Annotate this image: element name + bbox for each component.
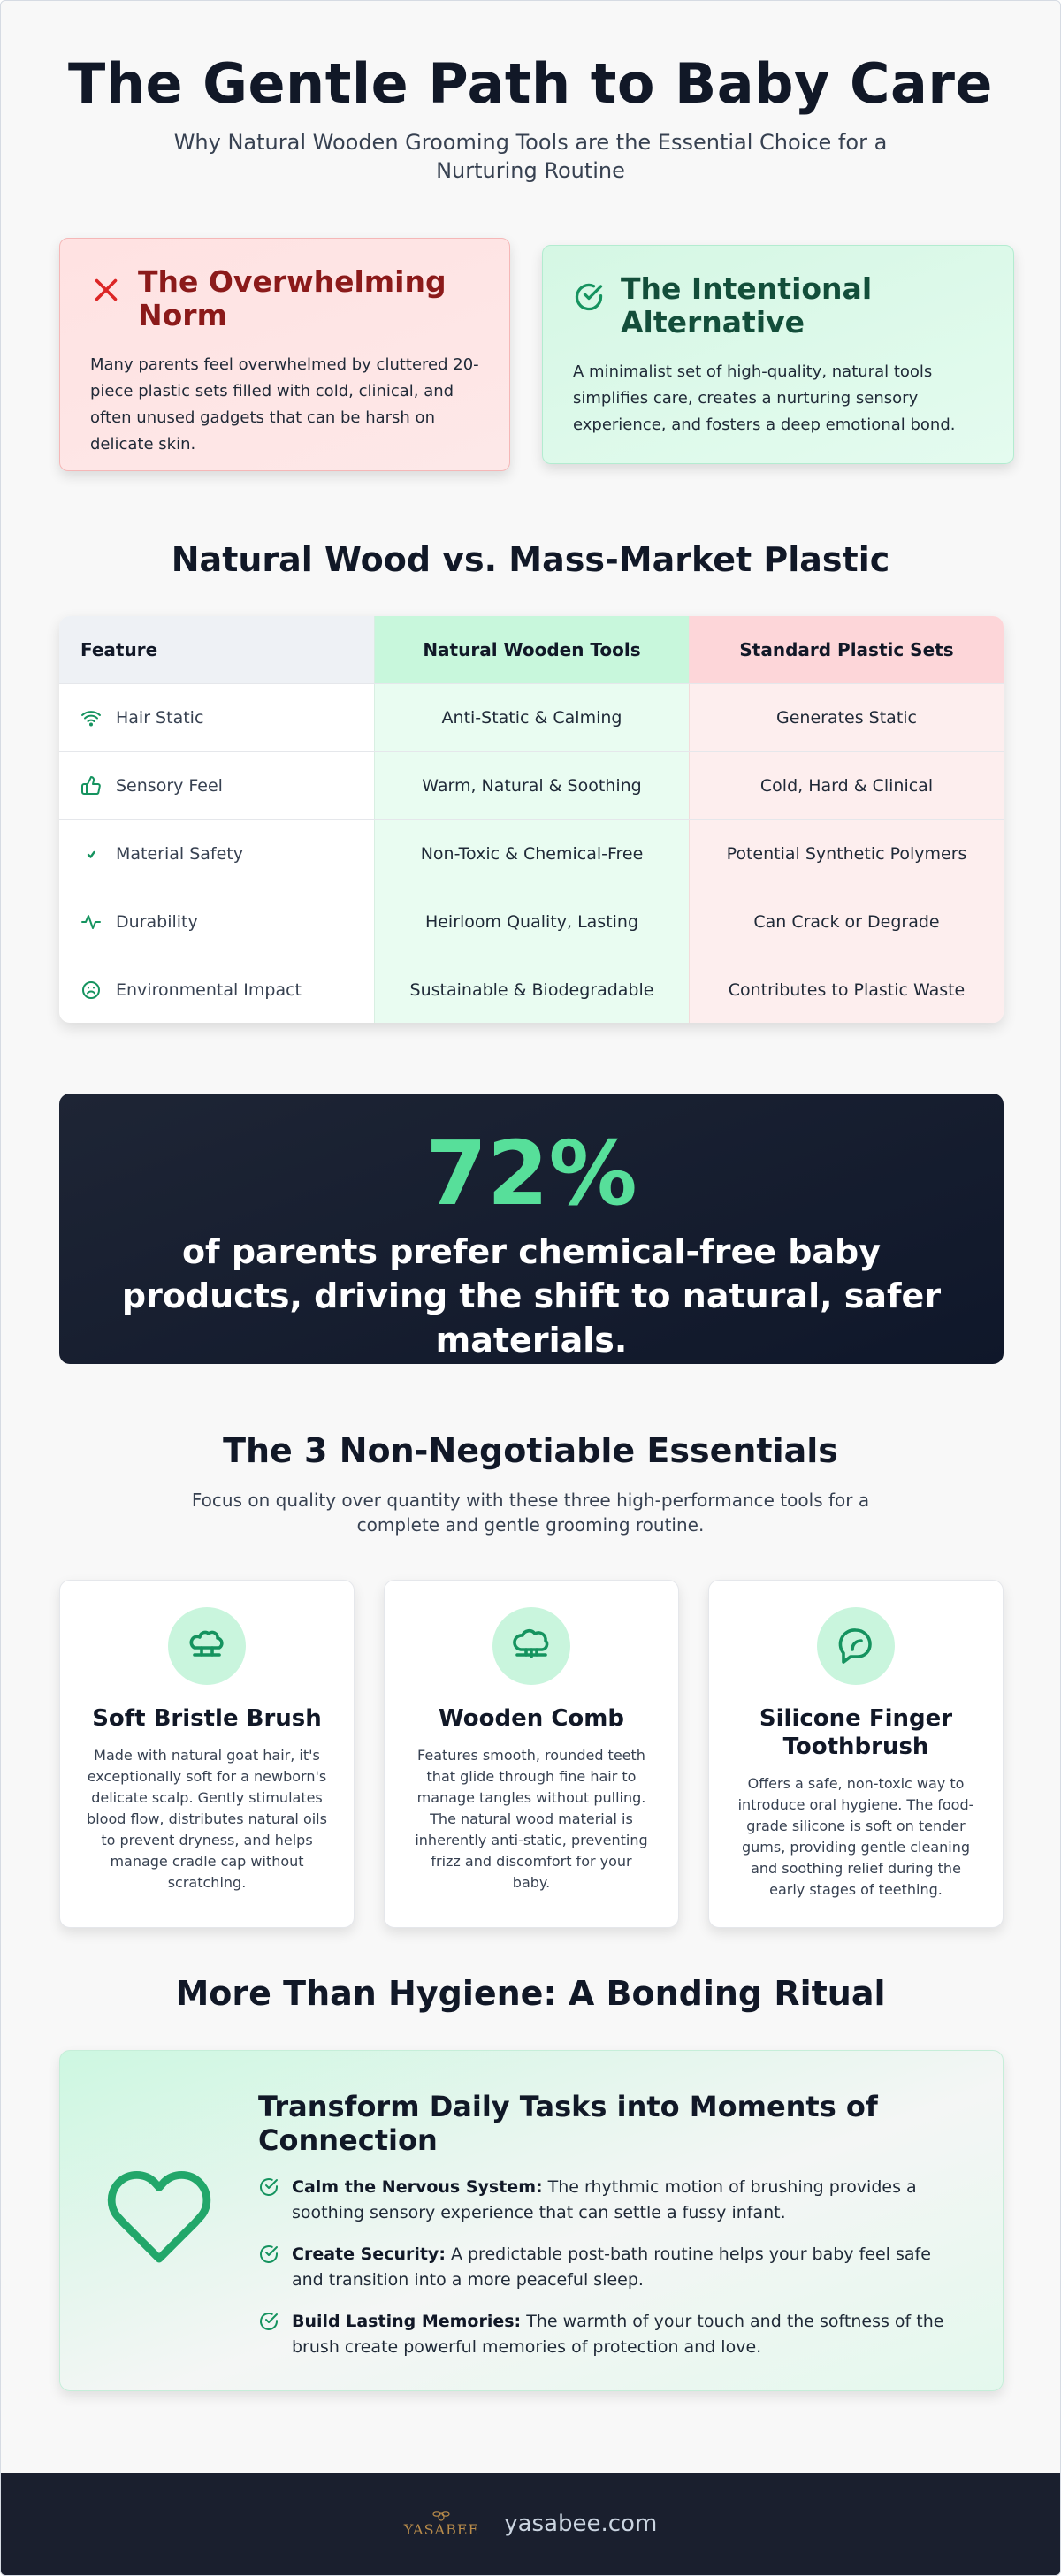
wifi-icon [81, 711, 101, 727]
page-subtitle: Why Natural Wooden Grooming Tools are th… [173, 130, 888, 183]
website-link[interactable]: yasabee.com [504, 2511, 658, 2537]
bonding-item-label: Build Lasting Memories: [292, 2312, 522, 2331]
essential-title: Silicone Finger Toothbrush [759, 1705, 953, 1760]
plastic-value: Generates Static [689, 684, 1004, 751]
leaf-icon [838, 1628, 872, 1664]
brush-icon [189, 1630, 224, 1657]
bonding-item: Calm the Nervous System: The rhythmic mo… [258, 2175, 966, 2226]
stat-banner: 72% of parents prefer chemical-free baby… [59, 1094, 1004, 1364]
norm-card-body: Many parents feel overwhelmed by clutter… [90, 355, 479, 453]
stat-text: of parents prefer chemical-free baby pro… [121, 1232, 942, 1360]
essential-card-brush: Soft Bristle Brush Made with natural goa… [59, 1580, 355, 1928]
hero-section: The Gentle Path to Baby Care Why Natural… [1, 1, 1060, 185]
check-circle-icon [260, 2313, 278, 2330]
table-header-row: Feature Natural Wooden Tools Standard Pl… [59, 616, 1004, 683]
column-header-wood: Natural Wooden Tools [374, 616, 689, 683]
thumbs-up-icon [81, 775, 101, 795]
table-row: Sensory Feel Warm, Natural & Soothing Co… [59, 751, 1004, 819]
bonding-item-text: The warmth of your touch and the softnes… [292, 2312, 944, 2357]
x-icon [95, 278, 118, 301]
alt-card-body: A minimalist set of high-quality, natura… [573, 362, 956, 434]
norm-card-title: The Overwhelming Norm [138, 264, 447, 332]
bonding-item-label: Calm the Nervous System: [292, 2177, 543, 2197]
feature-label: Durability [116, 912, 198, 932]
plastic-value: Can Crack or Degrade [689, 888, 1004, 956]
brand-logo: YASABEE [404, 2511, 480, 2538]
bonding-item-label: Create Security: [292, 2244, 446, 2264]
bonding-item-text: A predictable post-bath routine helps yo… [292, 2244, 931, 2290]
bonding-heading: More Than Hygiene: A Bonding Ritual [175, 1974, 886, 2013]
table-row: Material Safety Non-Toxic & Chemical-Fre… [59, 819, 1004, 888]
essential-title: Wooden Comb [439, 1705, 624, 1732]
check-circle-icon [260, 2178, 278, 2196]
comb-icon [513, 1628, 549, 1658]
bonding-item: Create Security: A predictable post-bath… [258, 2242, 966, 2293]
heart-icon [107, 2171, 211, 2263]
essentials-heading: The 3 Non-Negotiable Essentials [223, 1431, 838, 1470]
essentials-subtitle: Focus on quality over quantity with thes… [191, 1490, 870, 1536]
contrast-section: The Overwhelming Norm Many parents feel … [1, 238, 1060, 503]
column-header-feature: Feature [59, 616, 374, 683]
wood-value: Non-Toxic & Chemical-Free [374, 820, 689, 888]
plastic-value: Contributes to Plastic Waste [689, 956, 1004, 1023]
essential-title: Soft Bristle Brush [92, 1705, 322, 1732]
essential-card-comb: Wooden Comb Features smooth, rounded tee… [384, 1580, 679, 1928]
feature-label: Sensory Feel [116, 776, 223, 796]
wood-value: Anti-Static & Calming [374, 684, 689, 751]
wood-value: Heirloom Quality, Lasting [374, 888, 689, 956]
page-title: The Gentle Path to Baby Care [68, 51, 993, 116]
essentials-cards: Soft Bristle Brush Made with natural goa… [59, 1580, 1004, 1930]
check-circle-icon [260, 2245, 278, 2263]
wood-value: Sustainable & Biodegradable [374, 956, 689, 1023]
essential-card-toothbrush: Silicone Finger Toothbrush Offers a safe… [708, 1580, 1004, 1928]
wood-value: Warm, Natural & Soothing [374, 752, 689, 819]
footer: YASABEE yasabee.com [1, 2473, 1060, 2575]
comparison-heading: Natural Wood vs. Mass-Market Plastic [171, 540, 890, 579]
overwhelming-norm-card: The Overwhelming Norm Many parents feel … [59, 238, 510, 471]
table-row: Environmental Impact Sustainable & Biode… [59, 956, 1004, 1023]
check-circle-icon [575, 283, 603, 311]
feature-label: Environmental Impact [116, 980, 302, 1000]
plastic-value: Potential Synthetic Polymers [689, 820, 1004, 888]
brand-logo-text: YASABEE [403, 2520, 480, 2538]
column-header-plastic: Standard Plastic Sets [689, 616, 1004, 683]
bonding-item: Build Lasting Memories: The warmth of yo… [258, 2309, 966, 2360]
smile-icon [82, 981, 100, 999]
table-row: Durability Heirloom Quality, Lasting Can… [59, 888, 1004, 956]
feature-label: Hair Static [116, 708, 204, 728]
plastic-value: Cold, Hard & Clinical [689, 752, 1004, 819]
stat-value: 72% [425, 1122, 637, 1225]
bonding-title: Transform Daily Tasks into Moments of Co… [258, 2090, 878, 2157]
intentional-alternative-card: The Intentional Alternative A minimalist… [542, 245, 1014, 464]
feature-label: Material Safety [116, 844, 244, 864]
essential-body: Offers a safe, non-toxic way to introduc… [737, 1775, 974, 1898]
bonding-item-text: The rhythmic motion of brushing provides… [292, 2177, 917, 2222]
comparison-table: Feature Natural Wooden Tools Standard Pl… [59, 616, 1004, 1023]
alt-card-title: The Intentional Alternative [621, 271, 873, 339]
table-row: Hair Static Anti-Static & Calming Genera… [59, 683, 1004, 751]
essential-body: Features smooth, rounded teeth that glid… [415, 1747, 648, 1891]
essential-body: Made with natural goat hair, it's except… [87, 1747, 327, 1891]
check-icon [87, 850, 95, 858]
bee-icon [432, 2511, 451, 2521]
bonding-card: Transform Daily Tasks into Moments of Co… [59, 2050, 1004, 2391]
pulse-icon [81, 915, 101, 929]
